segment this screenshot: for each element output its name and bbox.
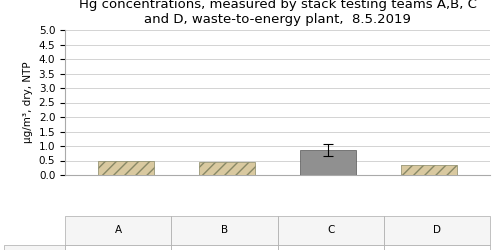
Title: Hg concentrations, measured by stack testing teams A,B, C
and D, waste-to-energy: Hg concentrations, measured by stack tes… xyxy=(78,0,476,26)
Bar xyxy=(199,162,254,175)
Bar xyxy=(98,160,154,175)
Bar xyxy=(300,150,356,175)
Y-axis label: μg/m³, dry, NTP: μg/m³, dry, NTP xyxy=(23,62,33,143)
Bar xyxy=(402,166,457,175)
